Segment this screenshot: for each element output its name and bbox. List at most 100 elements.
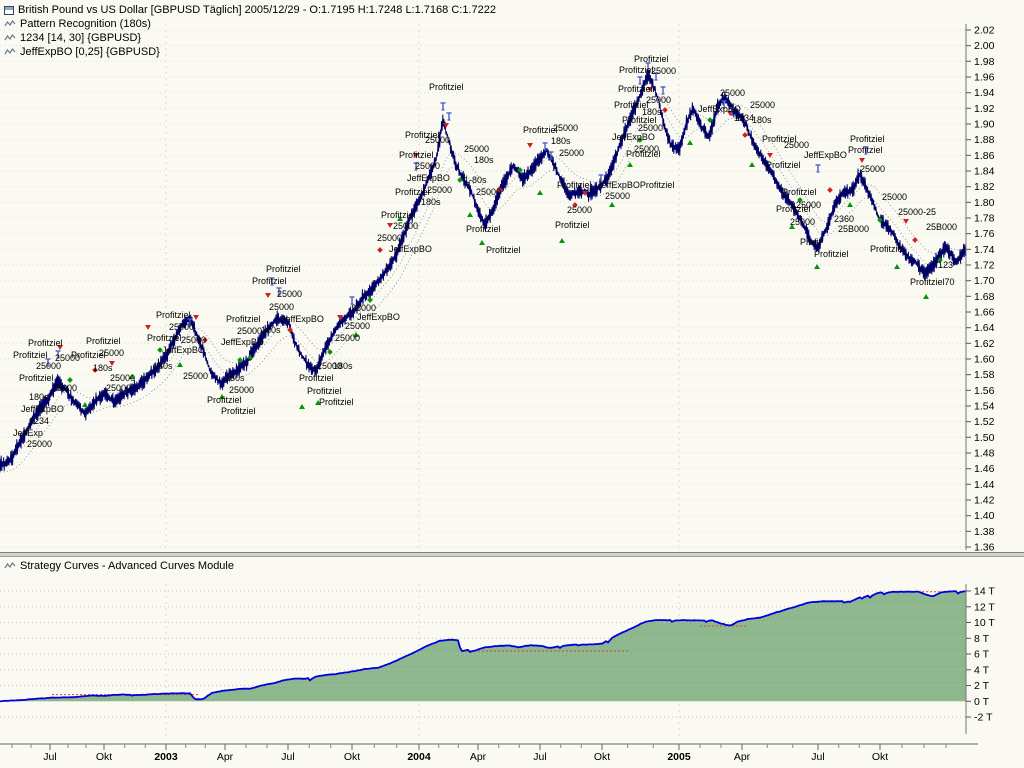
svg-text:Jul: Jul: [533, 751, 546, 763]
svg-text:1.56: 1.56: [974, 385, 995, 397]
svg-text:Profitziel: Profitziel: [13, 350, 48, 360]
svg-text:25000-25: 25000-25: [898, 207, 936, 217]
svg-text:Profitziel: Profitziel: [848, 145, 883, 155]
svg-text:Profitziel: Profitziel: [266, 264, 301, 274]
equity-year-gridlines: [165, 584, 680, 738]
x-axis: Jul Okt 2003 Apr Jul Okt 2004 Apr Jul Okt 2005 Apr J…: [0, 743, 978, 763]
svg-text:25000: 25000: [183, 371, 208, 381]
svg-text:Profitziel: Profitziel: [622, 115, 657, 125]
svg-text:1.94: 1.94: [974, 87, 995, 99]
svg-text:2 T: 2 T: [974, 680, 990, 692]
svg-text:JeffExpBO: JeffExpBO: [357, 312, 400, 322]
svg-text:Profitziel: Profitziel: [399, 150, 434, 160]
svg-text:Profitziel: Profitziel: [28, 338, 63, 348]
svg-text:Profitziel: Profitziel: [71, 350, 106, 360]
svg-text:JeffExpBO: JeffExpBO: [407, 173, 450, 183]
svg-text:25000: 25000: [882, 192, 907, 202]
panel-splitter[interactable]: [0, 552, 1024, 557]
svg-text:Okt: Okt: [96, 751, 112, 763]
svg-text:Okt: Okt: [872, 751, 888, 763]
svg-text:Profitziel: Profitziel: [850, 134, 885, 144]
svg-text:14 T: 14 T: [974, 586, 995, 598]
indicator-label: Pattern Recognition (180s): [20, 18, 151, 30]
svg-text:Jul: Jul: [811, 751, 824, 763]
svg-text:1.58: 1.58: [974, 369, 995, 381]
svg-text:25000: 25000: [237, 326, 262, 336]
svg-text:1.82: 1.82: [974, 181, 995, 193]
svg-text:25000: 25000: [476, 187, 501, 197]
equity-panel-header[interactable]: Strategy Curves - Advanced Curves Module: [4, 560, 234, 572]
svg-text:2005: 2005: [667, 751, 691, 763]
svg-text:-2 T: -2 T: [974, 712, 993, 724]
svg-text:1.42: 1.42: [974, 495, 995, 507]
svg-text:JeffExpBO: JeffExpBO: [281, 314, 324, 324]
svg-text:Okt: Okt: [344, 751, 360, 763]
svg-text:25000: 25000: [229, 385, 254, 395]
svg-text:1.44: 1.44: [974, 479, 995, 491]
svg-text:25000: 25000: [55, 353, 80, 363]
svg-text:25000: 25000: [790, 217, 815, 227]
svg-text:Profitziel: Profitziel: [429, 82, 464, 92]
svg-text:Profitziel: Profitziel: [776, 204, 811, 214]
svg-text:25000: 25000: [750, 100, 775, 110]
indicator-row-1234[interactable]: 1234 [14, 30] {GBPUSD}: [4, 31, 496, 45]
equity-gridlines: [0, 590, 966, 718]
svg-text:1.86: 1.86: [974, 150, 995, 162]
svg-text:Apr: Apr: [217, 751, 234, 763]
svg-text:Profitziel: Profitziel: [766, 160, 801, 170]
svg-text:1.66: 1.66: [974, 307, 995, 319]
svg-text:10 T: 10 T: [974, 617, 995, 629]
svg-text:1.52: 1.52: [974, 416, 995, 428]
svg-text:25000: 25000: [277, 289, 302, 299]
svg-text:Profitziel: Profitziel: [557, 180, 592, 190]
svg-text:Profitziel: Profitziel: [486, 245, 521, 255]
svg-text:1234: 1234: [29, 416, 49, 426]
svg-text:1.80: 1.80: [974, 197, 995, 209]
price-annotations: ProfitzielProfitziel25000Profitziel25000…: [13, 54, 957, 449]
svg-text:1.68: 1.68: [974, 291, 995, 303]
svg-text:1.40: 1.40: [974, 510, 995, 522]
svg-text:1.50: 1.50: [974, 432, 995, 444]
svg-text:2.00: 2.00: [974, 40, 995, 52]
svg-text:25000: 25000: [351, 303, 376, 313]
svg-text:Profitziel: Profitziel: [555, 220, 590, 230]
indicator-row-pattern-recognition[interactable]: Pattern Recognition (180s): [4, 17, 496, 31]
svg-text:25000: 25000: [605, 191, 630, 201]
svg-text:25000: 25000: [110, 373, 135, 383]
price-gridlines: [0, 24, 966, 549]
svg-text:Profitziel: Profitziel: [614, 100, 649, 110]
svg-text:6 T: 6 T: [974, 649, 990, 661]
chart-title-row[interactable]: British Pound vs US Dollar [GBPUSD Tägli…: [4, 3, 496, 17]
svg-text:Profitziel: Profitziel: [762, 134, 797, 144]
svg-text:25000: 25000: [646, 95, 671, 105]
indicator-row-jeffexpbo[interactable]: JeffExpBO [0,25] {GBPUSD}: [4, 45, 496, 59]
svg-text:2004: 2004: [407, 751, 431, 763]
svg-text:1.98: 1.98: [974, 56, 995, 68]
svg-text:JeffExp: JeffExp: [13, 428, 43, 438]
svg-text:Profitziel: Profitziel: [405, 130, 440, 140]
indicator-squiggle-icon: [4, 47, 16, 57]
price-chart[interactable]: ProfitzielProfitziel25000Profitziel25000…: [0, 0, 1024, 556]
svg-text:Jul: Jul: [43, 751, 56, 763]
svg-text:Profitziel: Profitziel: [634, 54, 669, 64]
svg-text:Jul: Jul: [281, 751, 294, 763]
svg-text:25000: 25000: [553, 123, 578, 133]
svg-text:25000: 25000: [345, 321, 370, 331]
svg-text:25000: 25000: [106, 383, 131, 393]
svg-text:Profitziel: Profitziel: [307, 386, 342, 396]
indicator-squiggle-icon: [4, 19, 16, 29]
equity-chart[interactable]: 14 T 12 T 10 T 8 T 6 T 4 T 2 T 0 T -2 T Jul Okt 200…: [0, 556, 1024, 768]
svg-text:0 T: 0 T: [974, 696, 990, 708]
svg-text:JeffExpBO: JeffExpBO: [162, 345, 205, 355]
svg-text:1.70: 1.70: [974, 275, 995, 287]
svg-text:25000: 25000: [425, 135, 450, 145]
svg-text:25000: 25000: [393, 221, 418, 231]
svg-text:1.36: 1.36: [974, 542, 995, 554]
svg-text:25000: 25000: [638, 123, 663, 133]
svg-text:180s: 180s: [29, 392, 49, 402]
equity-curve-line: [0, 590, 967, 703]
svg-text:1.54: 1.54: [974, 401, 995, 413]
svg-text:1.84: 1.84: [974, 166, 995, 178]
indicator-squiggle-icon: [4, 33, 16, 43]
